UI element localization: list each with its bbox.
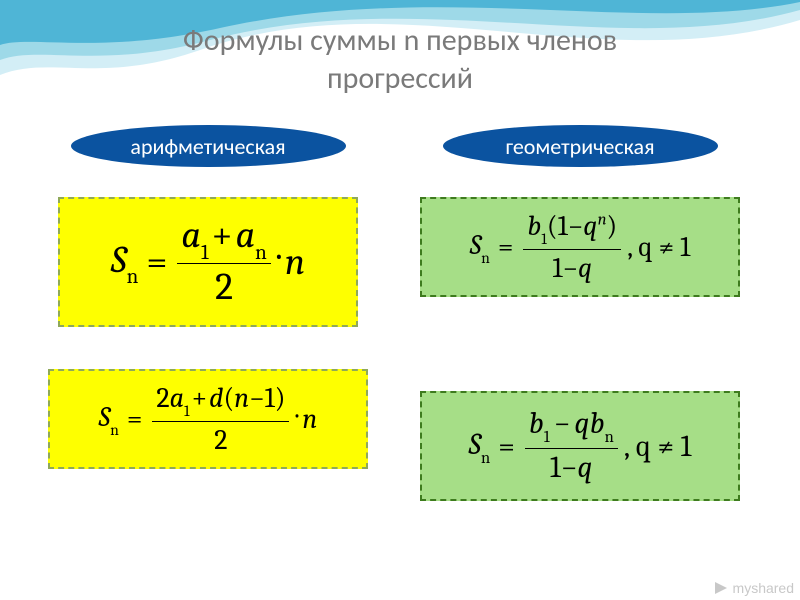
watermark-text: myshared xyxy=(729,580,794,596)
math-expr: Sn = b1(1−qn) 1−q , q ≠ 1 xyxy=(470,210,691,283)
arith-formula-2: Sn = 2a1+d(n−1) 2 · n xyxy=(48,369,368,469)
formula-columns: арифметическая Sn = a1+an 2 · n Sn xyxy=(0,125,800,543)
play-icon xyxy=(713,581,729,595)
title-line-1: Формулы суммы n первых членов xyxy=(183,22,617,59)
arithmetic-label-pill: арифметическая xyxy=(71,125,346,167)
math-expr: Sn = a1+an 2 · n xyxy=(111,214,305,310)
geometric-column: геометрическая Sn = b1(1−qn) 1−q , q ≠ 1 xyxy=(410,125,750,543)
arithmetic-column: арифметическая Sn = a1+an 2 · n Sn xyxy=(28,125,388,543)
arithmetic-label: арифметическая xyxy=(130,133,285,160)
geometric-label-pill: геометрическая xyxy=(443,125,718,167)
geom-formula-2: Sn = b1−qbn 1−q , q ≠ 1 xyxy=(420,391,740,501)
math-expr: Sn = 2a1+d(n−1) 2 · n xyxy=(99,382,318,455)
geometric-label: геометрическая xyxy=(505,133,654,160)
watermark: myshared xyxy=(713,580,794,596)
geom-formula-1: Sn = b1(1−qn) 1−q , q ≠ 1 xyxy=(420,197,740,297)
page-title: Формулы суммы n первых членов прогрессий xyxy=(0,0,800,97)
math-expr: Sn = b1−qbn 1−q , q ≠ 1 xyxy=(469,407,692,485)
title-line-2: прогрессий xyxy=(327,60,473,97)
arith-formula-1: Sn = a1+an 2 · n xyxy=(58,197,358,327)
